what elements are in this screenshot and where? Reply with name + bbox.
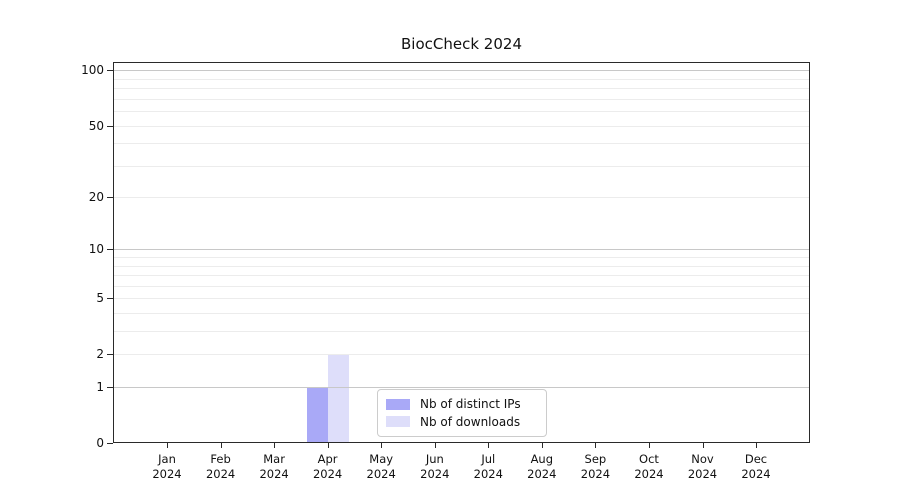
x-tick-label-line: 2024 [634,467,664,481]
y-tick-mark [107,354,113,356]
x-tick-mark [541,443,543,448]
y-tick-mark [107,249,113,251]
x-tick-label-line: Nov [691,452,714,466]
gridline-y-8 [113,265,810,267]
gridline-y-1 [113,387,810,388]
x-tick-label: May 2024 [351,452,411,482]
x-tick-label: Apr 2024 [298,452,358,482]
x-tick-label-line: Mar [263,452,285,466]
gridline-y-2 [113,354,810,356]
gridline-y-60 [113,111,810,113]
y-tick-mark [107,443,113,444]
x-tick-label-line: Sep [584,452,607,466]
x-tick-label-line: Jan [158,452,176,466]
legend-swatch [386,398,410,410]
gridline-y-6 [113,285,810,287]
x-tick-mark [167,443,168,448]
x-tick-label: Jun 2024 [405,452,465,482]
x-tick-label-line: 2024 [741,467,771,481]
legend-entry: Nb of downloads [386,416,538,428]
bar-nb-of-downloads [327,354,349,443]
x-tick-label-line: 2024 [259,467,289,481]
y-tick-label: 1 [96,380,104,394]
legend-label: Nb of downloads [420,414,521,429]
y-tick-mark [107,125,113,127]
x-tick-label: Dec 2024 [726,452,786,482]
y-tick-label: 0 [96,436,104,450]
chart-title: BiocCheck 2024 [401,35,522,53]
x-tick-mark [434,443,436,448]
bar-nb-of-distinct-ips [306,387,328,443]
x-tick-mark [220,443,222,448]
gridline-y-10 [113,249,810,251]
gridline-y-9 [113,257,810,259]
plot-area [113,62,810,443]
x-tick-label-line: 2024 [420,467,450,481]
gridline-y-3 [113,331,810,333]
x-tick-label: Nov 2024 [673,452,733,482]
x-tick-label-line: Apr [317,452,338,466]
gridline-y-40 [113,143,810,145]
x-tick-label-line: Jun [425,452,444,466]
x-tick-label: Aug 2024 [512,452,572,482]
y-tick-label: 5 [96,291,104,306]
x-tick-label-line: 2024 [312,467,343,481]
x-tick-mark [649,443,650,448]
x-tick-label-line: 2024 [205,467,236,481]
gridline-y-100 [113,70,810,72]
x-tick-mark [595,443,597,448]
x-tick-label-line: 2024 [473,467,503,481]
legend-label: Nb of distinct IPs [420,397,521,412]
x-tick-mark [702,443,704,448]
x-tick-label-line: 2024 [366,467,396,481]
y-tick-mark [107,387,113,388]
x-tick-label-line: Feb [210,452,231,466]
x-tick-label: Jan 2024 [137,452,197,482]
x-tick-label: Oct 2024 [619,452,679,482]
y-tick-label: 100 [81,63,104,78]
x-tick-label-line: Oct [639,452,659,466]
gridline-y-70 [113,98,810,100]
x-tick-mark [756,443,757,448]
legend-entry: Nb of distinct IPs [386,398,538,410]
x-tick-label-line: Jul [481,452,496,466]
x-tick-mark [274,443,276,448]
gridline-y-50 [113,125,810,127]
x-tick-label: Mar 2024 [244,452,304,482]
x-tick-label: Sep 2024 [565,452,625,482]
y-tick-mark [107,70,113,72]
gridline-y-80 [113,88,810,90]
gridline-y-4 [113,313,810,314]
legend-swatch [386,416,410,428]
gridline-y-5 [113,298,810,300]
x-tick-label-line: Aug [530,452,554,466]
y-tick-label: 20 [88,190,104,205]
x-tick-label-line: Dec [744,452,768,466]
x-tick-label-line: 2024 [152,467,182,481]
y-tick-mark [107,197,113,199]
y-tick-label: 2 [96,347,104,362]
legend: Nb of distinct IPs Nb of downloads [377,389,547,437]
y-tick-mark [107,298,113,300]
x-tick-label-line: May [369,452,394,466]
gridline-y-90 [113,78,810,80]
gridline-y-20 [113,197,810,199]
x-tick-label: Feb 2024 [191,452,251,482]
x-tick-label-line: 2024 [580,467,611,481]
gridline-y-7 [113,275,810,277]
x-tick-label: Jul 2024 [458,452,518,482]
y-tick-label: 50 [88,118,104,133]
x-tick-label-line: 2024 [687,467,718,481]
x-tick-mark [381,443,383,448]
gridline-y-30 [113,165,810,167]
x-tick-mark [488,443,490,448]
x-tick-mark [327,443,329,448]
x-tick-label-line: 2024 [527,467,557,481]
y-tick-label: 10 [88,242,104,257]
